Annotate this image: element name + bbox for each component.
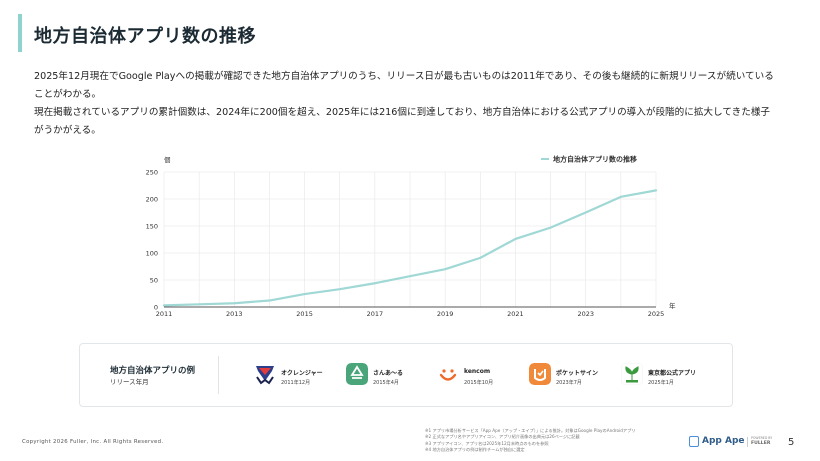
app-ape-logo-icon bbox=[689, 436, 699, 447]
description-paragraph-1: 2025年12月現在でGoogle Playへの掲載が確認できた地方自治体アプリ… bbox=[34, 71, 774, 100]
x-tick-label: 2011 bbox=[156, 310, 173, 318]
description: 2025年12月現在でGoogle Playへの掲載が確認できた地方自治体アプリ… bbox=[34, 68, 774, 140]
okuranger-icon bbox=[254, 363, 276, 385]
x-tick-label: 2025 bbox=[648, 310, 665, 318]
page-number: 5 bbox=[788, 437, 795, 448]
x-tick-label: 2021 bbox=[507, 310, 524, 318]
app-name: オクレンジャー bbox=[281, 370, 323, 377]
footnote: ※3 アプリアイコン、アプリ名は2025年12月末時点のものを参照 bbox=[425, 440, 549, 446]
footnotes: ※1 アプリ市場分析サービス「App Ape（アップ・エイプ）」による推計。対象… bbox=[425, 428, 685, 453]
kencom-smile-icon bbox=[437, 363, 459, 385]
recycle-icon bbox=[346, 363, 368, 385]
series-line bbox=[162, 189, 658, 307]
tokyo-ginkgo-icon bbox=[621, 363, 643, 385]
app-release-date: 2025年1月 bbox=[648, 380, 674, 386]
logo-separator bbox=[747, 437, 748, 447]
copyright: Copyright 2026 Fuller, Inc. All Rights R… bbox=[22, 439, 164, 445]
app-release-date: 2015年4月 bbox=[373, 380, 399, 386]
legend-label: 地方自治体アプリ数の推移 bbox=[553, 155, 637, 164]
app-release-date: 2011年12月 bbox=[281, 380, 311, 386]
y-tick-label: 200 bbox=[146, 196, 158, 204]
y-tick-label: 250 bbox=[146, 169, 158, 177]
examples-subtitle: リリース年月 bbox=[110, 378, 149, 386]
logo-text: App Ape bbox=[702, 436, 745, 446]
title-accent-bar bbox=[18, 14, 22, 52]
logo-fuller: FULLER bbox=[751, 441, 771, 446]
footnote: ※4 地方自治体アプリの例は制作チームが独自に選定 bbox=[425, 446, 525, 452]
y-axis-unit: 個 bbox=[164, 155, 171, 164]
y-tick-label: 150 bbox=[146, 223, 158, 231]
footnote: ※2 正式なアプリ名やアプリアイコン、アプリ紹介画像の出典元は26ページに記載 bbox=[425, 434, 580, 440]
app-name: さんあ～る bbox=[373, 370, 404, 377]
x-axis-unit: 年 bbox=[669, 301, 676, 310]
app-release-date: 2015年10月 bbox=[464, 380, 494, 386]
y-tick-label: 50 bbox=[150, 277, 158, 285]
footnote: ※1 アプリ市場分析サービス「App Ape（アップ・エイプ）」による推計。対象… bbox=[425, 428, 636, 433]
examples-divider bbox=[218, 356, 219, 394]
pocketsign-icon bbox=[529, 363, 551, 385]
x-tick-label: 2015 bbox=[296, 310, 313, 318]
x-tick-label: 2019 bbox=[437, 310, 454, 318]
description-paragraph-2: 現在掲載されているアプリの累計個数は、2024年に200個を超え、2025年には… bbox=[34, 107, 771, 136]
app-release-date: 2023年7月 bbox=[556, 380, 582, 386]
x-tick-label: 2013 bbox=[226, 310, 243, 318]
app-examples-panel: 地方自治体アプリの例 リリース年月 オクレンジャー 2011年12月 さんあ～る… bbox=[79, 343, 733, 407]
app-name: 東京都公式アプリ bbox=[648, 370, 697, 377]
y-tick-label: 100 bbox=[146, 250, 158, 258]
x-tick-label: 2023 bbox=[577, 310, 594, 318]
app-name: ポケットサイン bbox=[556, 370, 599, 377]
logo-powered-by: POWERED BY bbox=[751, 436, 773, 440]
examples-title: 地方自治体アプリの例 bbox=[110, 366, 196, 376]
y-tick-label: 0 bbox=[154, 304, 158, 312]
x-tick-label: 2017 bbox=[367, 310, 384, 318]
app-name: kencom bbox=[464, 368, 491, 375]
page-title: 地方自治体アプリ数の推移 bbox=[34, 26, 256, 47]
